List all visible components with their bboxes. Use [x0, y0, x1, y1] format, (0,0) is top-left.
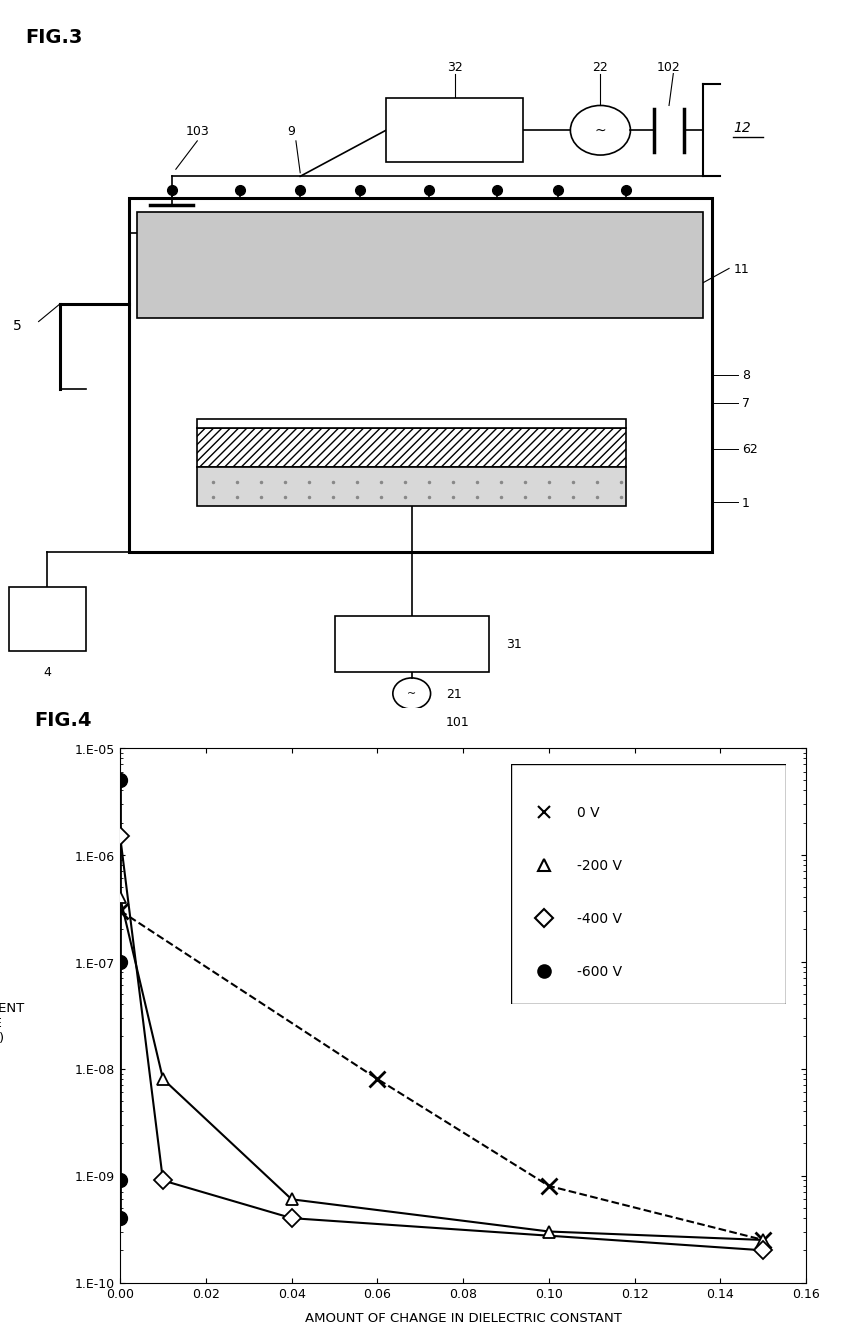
- Text: FIG.3: FIG.3: [26, 28, 83, 47]
- Bar: [197, 429, 626, 468]
- Y-axis label: LEAK
CURRENT
VALUE
(A/cm): LEAK CURRENT VALUE (A/cm): [0, 986, 24, 1045]
- Text: ~: ~: [594, 124, 606, 138]
- Bar: [129, 198, 711, 552]
- Text: 32: 32: [446, 61, 462, 73]
- Text: 9: 9: [287, 124, 296, 138]
- Bar: [386, 99, 523, 163]
- Text: 101: 101: [446, 716, 470, 728]
- Text: 4: 4: [43, 665, 51, 679]
- Text: ~: ~: [407, 689, 416, 699]
- Text: 22: 22: [592, 61, 608, 73]
- Bar: [197, 468, 626, 506]
- Bar: [334, 616, 488, 673]
- Text: 21: 21: [446, 688, 461, 700]
- Text: 11: 11: [733, 263, 748, 275]
- Bar: [137, 212, 703, 318]
- Text: 5: 5: [13, 319, 21, 333]
- Bar: [9, 588, 86, 652]
- Text: 1: 1: [741, 496, 749, 509]
- X-axis label: AMOUNT OF CHANGE IN DIELECTRIC CONSTANT: AMOUNT OF CHANGE IN DIELECTRIC CONSTANT: [304, 1312, 621, 1324]
- Text: 7: 7: [741, 397, 749, 410]
- Text: 62: 62: [741, 444, 757, 456]
- Bar: [197, 420, 626, 429]
- Text: 103: 103: [185, 124, 209, 138]
- Text: 31: 31: [506, 637, 521, 651]
- Text: 12: 12: [733, 120, 751, 135]
- Text: FIG.4: FIG.4: [34, 711, 92, 729]
- Text: 8: 8: [741, 369, 749, 382]
- Text: 102: 102: [656, 61, 680, 73]
